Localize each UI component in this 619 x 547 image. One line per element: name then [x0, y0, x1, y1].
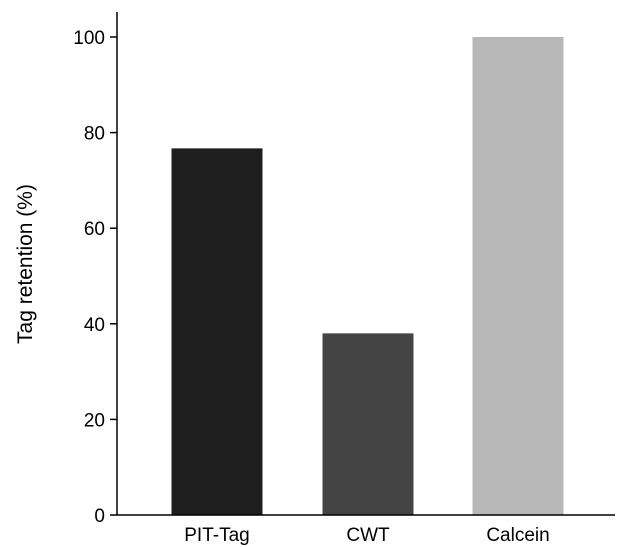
y-ticks-group: 0 20 40 60 80 100 — [73, 28, 117, 527]
y-tick-label: 100 — [73, 28, 105, 49]
bar-calcein — [472, 37, 564, 515]
y-tick-label: 80 — [84, 124, 105, 145]
y-tick-label: 40 — [84, 315, 105, 336]
y-axis-title: Tag retention (%) — [14, 184, 37, 344]
x-tick-label: Calcein — [486, 525, 549, 546]
x-tick-label: PIT-Tag — [184, 525, 249, 546]
bars-group — [171, 37, 564, 515]
x-tick-labels-group: PIT-Tag CWT Calcein — [184, 525, 549, 546]
y-tick-label: 0 — [94, 506, 105, 527]
x-tick-label: CWT — [346, 525, 390, 546]
bar-cwt — [322, 333, 414, 515]
y-tick-label: 60 — [84, 219, 105, 240]
y-tick-label: 20 — [84, 410, 105, 431]
bar-pit-tag — [171, 148, 263, 515]
